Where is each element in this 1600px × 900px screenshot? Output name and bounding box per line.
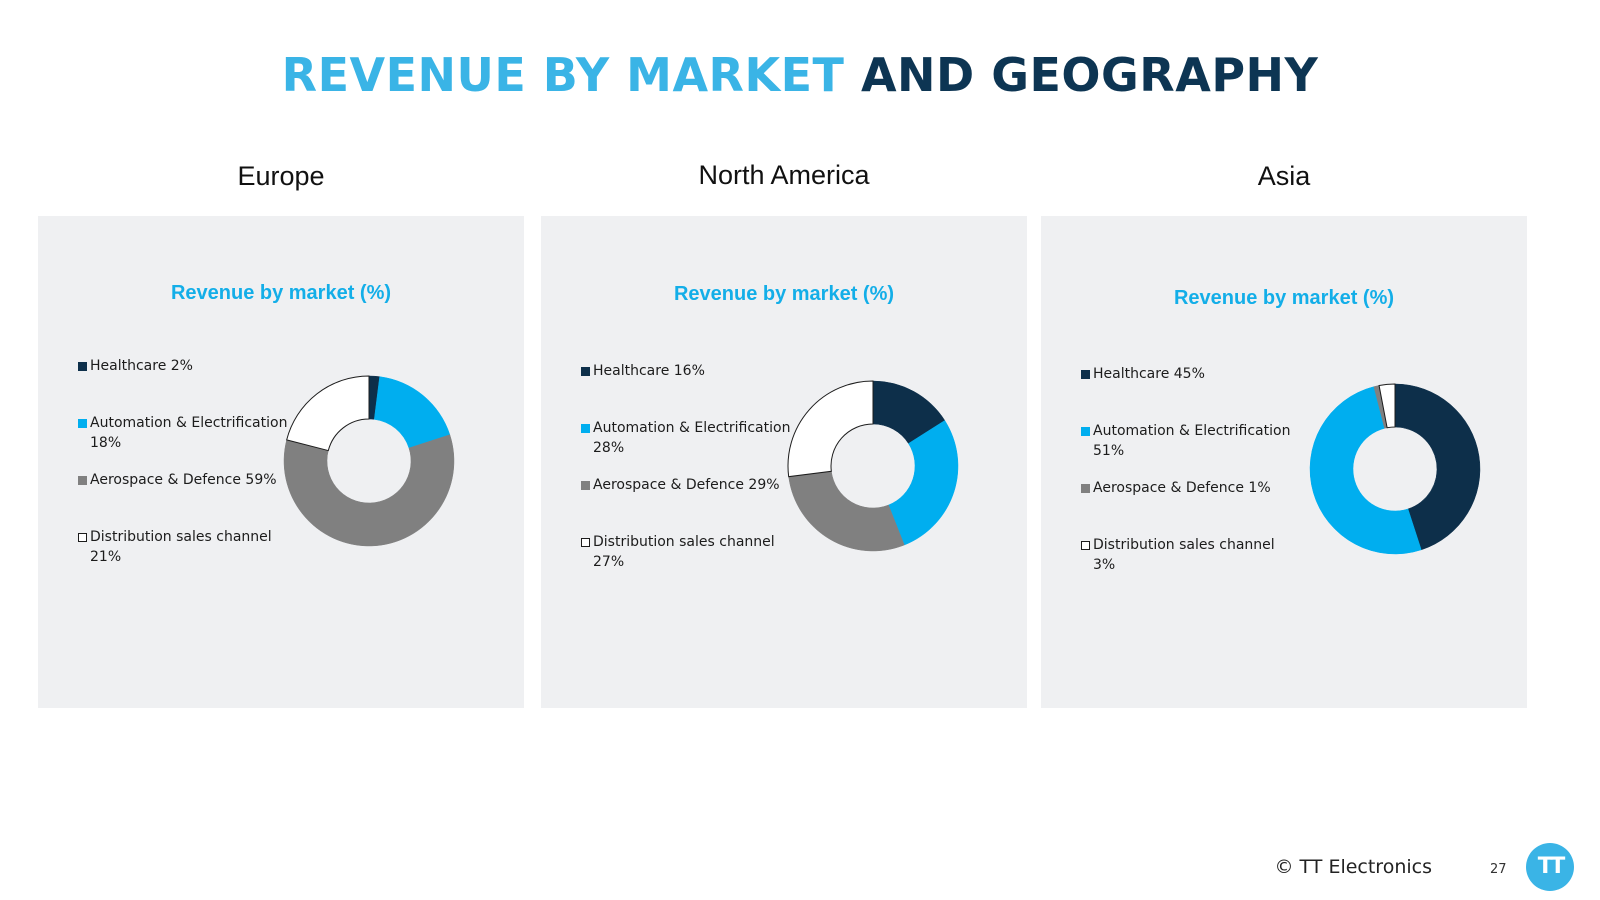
chart-title-north-america: Revenue by market (%) — [673, 283, 895, 305]
donut-chart-asia — [1309, 383, 1481, 555]
legend-label: Healthcare 16% — [593, 363, 705, 379]
donut-chart-north-america — [787, 380, 959, 552]
legend-item-distribution: Distribution sales channel 3% — [1081, 535, 1296, 575]
legend-label: Distribution sales channel 27% — [593, 534, 775, 570]
donut-segment-automation — [888, 420, 959, 546]
legend-swatch-automation — [581, 424, 590, 433]
region-title-asia: Asia — [1257, 161, 1311, 191]
legend-asia: Healthcare 45% Automation & Electrificat… — [1081, 364, 1296, 592]
donut-chart-europe — [283, 375, 455, 547]
legend-item-aerospace: Aerospace & Defence 1% — [1081, 478, 1296, 518]
legend-label: Aerospace & Defence 59% — [90, 472, 277, 488]
donut-segment-distribution — [286, 375, 370, 452]
page-number: 27 — [1490, 862, 1507, 877]
legend-label: Automation & Electrification 51% — [1093, 423, 1291, 459]
donut-segment-aerospace — [283, 434, 455, 547]
legend-swatch-healthcare — [1081, 370, 1090, 379]
legend-swatch-distribution — [78, 533, 87, 542]
legend-item-healthcare: Healthcare 2% — [78, 356, 293, 396]
donut-segment-automation — [1309, 386, 1422, 555]
legend-item-automation: Automation & Electrification 18% — [78, 413, 293, 453]
legend-swatch-aerospace — [78, 476, 87, 485]
legend-item-healthcare: Healthcare 45% — [1081, 364, 1296, 404]
legend-swatch-distribution — [581, 538, 590, 547]
chart-title-europe: Revenue by market (%) — [170, 282, 392, 304]
chart-panel-asia: Revenue by market (%) Healthcare 45% Aut… — [1041, 216, 1527, 708]
legend-swatch-aerospace — [581, 481, 590, 490]
donut-segment-distribution — [1378, 383, 1396, 429]
donut-segment-healthcare — [1394, 383, 1481, 551]
legend-swatch-aerospace — [1081, 484, 1090, 493]
legend-item-aerospace: Aerospace & Defence 59% — [78, 470, 293, 510]
slide-title-part-2: AND GEOGRAPHY — [860, 48, 1319, 102]
legend-label: Automation & Electrification 28% — [593, 420, 791, 456]
legend-swatch-distribution — [1081, 541, 1090, 550]
legend-europe: Healthcare 2% Automation & Electrificati… — [78, 356, 293, 584]
chart-panel-north-america: Revenue by market (%) Healthcare 16% Aut… — [541, 216, 1027, 708]
slide-title-part-1: REVENUE BY MARKET — [281, 48, 845, 102]
legend-swatch-automation — [1081, 427, 1090, 436]
legend-item-aerospace: Aerospace & Defence 29% — [581, 475, 796, 515]
slide-title: REVENUE BY MARKET AND GEOGRAPHY — [0, 48, 1600, 103]
tt-logo-icon: TT — [1526, 843, 1574, 891]
legend-label: Automation & Electrification 18% — [90, 415, 288, 451]
legend-north-america: Healthcare 16% Automation & Electrificat… — [581, 361, 796, 589]
legend-swatch-healthcare — [78, 362, 87, 371]
legend-label: Aerospace & Defence 1% — [1093, 480, 1271, 496]
legend-label: Distribution sales channel 3% — [1093, 537, 1275, 573]
legend-item-automation: Automation & Electrification 51% — [1081, 421, 1296, 461]
legend-swatch-automation — [78, 419, 87, 428]
legend-item-healthcare: Healthcare 16% — [581, 361, 796, 401]
chart-panel-europe: Revenue by market (%) Healthcare 2% Auto… — [38, 216, 524, 708]
legend-label: Distribution sales channel 21% — [90, 529, 272, 565]
region-title-north-america: North America — [698, 160, 870, 190]
donut-segment-automation — [373, 376, 451, 449]
legend-item-distribution: Distribution sales channel 27% — [581, 532, 796, 572]
legend-item-distribution: Distribution sales channel 21% — [78, 527, 293, 567]
legend-label: Aerospace & Defence 29% — [593, 477, 780, 493]
donut-segment-distribution — [787, 380, 874, 478]
footer-copyright: © TT Electronics — [1274, 856, 1432, 878]
donut-segment-aerospace — [788, 470, 905, 552]
chart-title-asia: Revenue by market (%) — [1173, 287, 1395, 309]
legend-swatch-healthcare — [581, 367, 590, 376]
region-title-europe: Europe — [237, 161, 325, 191]
legend-label: Healthcare 2% — [90, 358, 193, 374]
legend-item-automation: Automation & Electrification 28% — [581, 418, 796, 458]
legend-label: Healthcare 45% — [1093, 366, 1205, 382]
